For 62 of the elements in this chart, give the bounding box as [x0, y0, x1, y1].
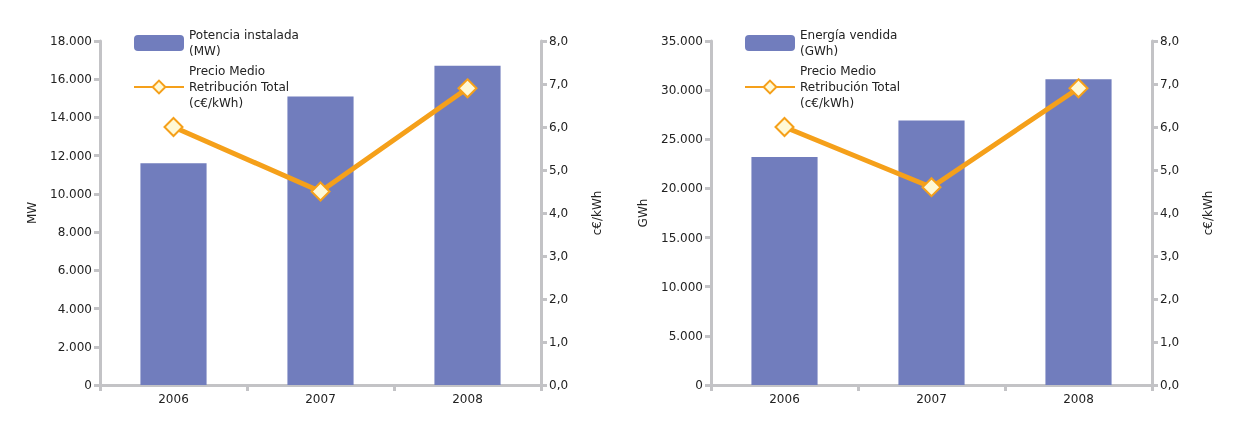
y2-tick-label: 0,0: [1160, 378, 1180, 392]
bar: [434, 65, 501, 385]
y2-tick-label: 7,0: [1160, 77, 1180, 91]
y2-axis-title: c€/kWh: [1201, 190, 1215, 236]
point: [310, 181, 331, 202]
y-tick-label: 4.000: [57, 301, 92, 316]
y2-tick-label: 7,0: [549, 77, 569, 91]
y-tick-label: 18.000: [50, 34, 92, 48]
bar: [287, 96, 354, 385]
legend-label: Potencia instalada (MW): [189, 28, 303, 58]
x-tick-label: 2006: [158, 392, 189, 406]
y-tick-label: 20.000: [661, 181, 703, 196]
bar: [140, 163, 207, 385]
y-tick-label: 5.000: [668, 328, 703, 343]
y2-tick-label: 4,0: [1160, 206, 1180, 220]
y-tick-label: 16.000: [50, 72, 92, 87]
y2-tick-label: 0,0: [549, 378, 569, 392]
y2-tick-label: 2,0: [1160, 292, 1180, 306]
bar: [898, 120, 965, 385]
x-tick-label: 2008: [452, 392, 483, 406]
y-tick-label: 10.000: [50, 186, 92, 201]
y-tick-label: 0: [84, 378, 92, 392]
y2-tick-label: 2,0: [549, 292, 569, 306]
y-tick-label: 8.000: [57, 225, 92, 240]
y-tick-label: 2.000: [57, 339, 92, 354]
y-tick-label: 14.000: [50, 110, 92, 125]
y-tick-label: 6.000: [57, 263, 92, 278]
point: [163, 117, 184, 137]
x-tick-label: 2007: [305, 392, 336, 406]
y2-tick-label: 1,0: [549, 335, 569, 349]
y2-tick-label: 3,0: [1160, 249, 1180, 263]
legend-label: Precio Medio Retribución Total (c€/kWh): [800, 64, 904, 110]
y2-tick-label: 3,0: [549, 249, 569, 263]
bar: [751, 156, 818, 385]
x-tick-label: 2006: [769, 392, 800, 406]
y-tick-label: 12.000: [50, 148, 92, 163]
y-tick-label: 0: [695, 378, 703, 392]
y2-tick-label: 5,0: [1160, 163, 1180, 177]
point: [921, 177, 942, 198]
y-tick-label: 35.000: [661, 34, 703, 48]
y2-tick-label: 4,0: [549, 206, 569, 220]
point: [1068, 78, 1089, 99]
legend-label: Precio Medio Retribución Total (c€/kWh): [189, 64, 293, 110]
y2-tick-label: 8,0: [549, 34, 569, 48]
legend-label: Energía vendida (GWh): [800, 28, 902, 58]
y2-tick-label: 1,0: [1160, 335, 1180, 349]
y-tick-label: 25.000: [661, 132, 703, 147]
y2-tick-label: 6,0: [1160, 120, 1180, 134]
x-tick-label: 2008: [1063, 392, 1094, 406]
y2-tick-label: 5,0: [549, 163, 569, 177]
y-tick-label: 30.000: [661, 83, 703, 98]
y-tick-label: 10.000: [661, 279, 703, 294]
bar: [1045, 79, 1112, 385]
x-tick-label: 2007: [916, 392, 947, 406]
point: [457, 78, 478, 99]
y2-tick-label: 8,0: [1160, 34, 1180, 48]
point: [774, 117, 795, 137]
y-tick-label: 15.000: [661, 230, 703, 245]
y-axis-title: GWh: [636, 198, 650, 228]
y2-axis-title: c€/kWh: [590, 190, 604, 236]
y-axis-title: MW: [25, 201, 39, 225]
y2-tick-label: 6,0: [549, 120, 569, 134]
